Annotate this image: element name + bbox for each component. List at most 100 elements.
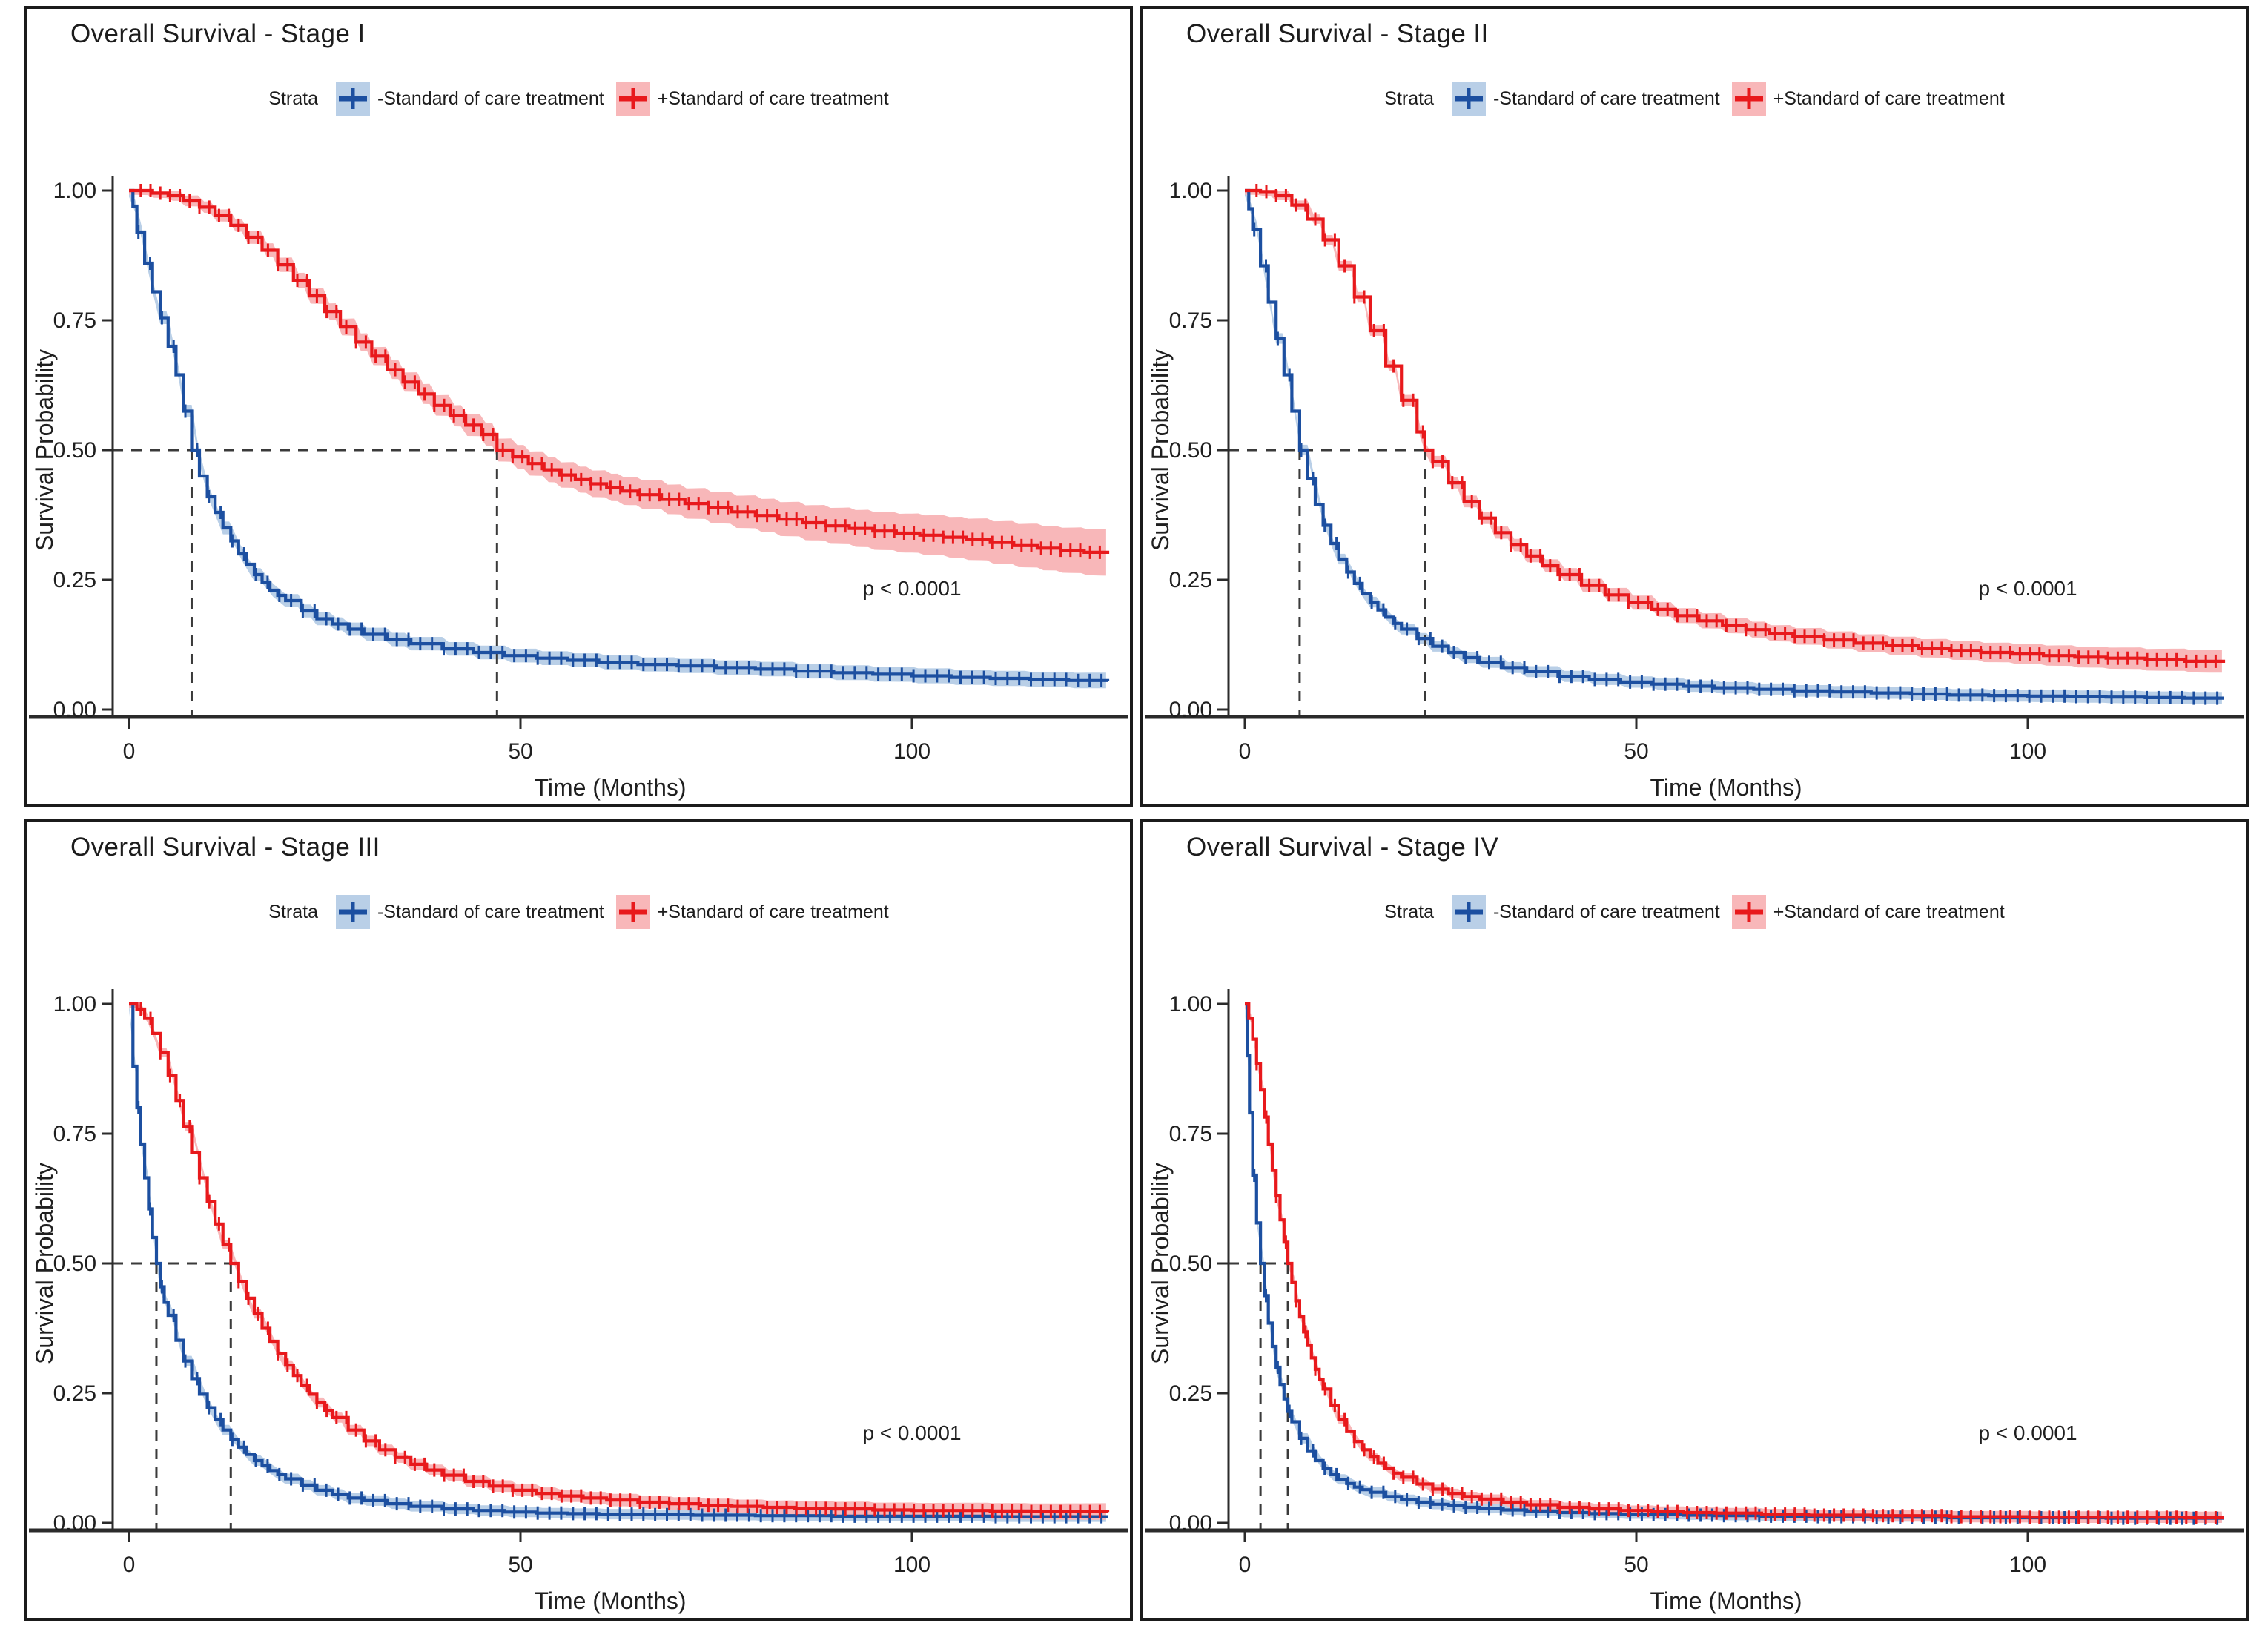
legend: Strata -Standard of care treatment +Stan… bbox=[27, 82, 1130, 116]
p-value-annotation: p < 0.0001 bbox=[1978, 1421, 2077, 1444]
legend: Strata -Standard of care treatment +Stan… bbox=[27, 895, 1130, 929]
blue-confidence-band bbox=[1245, 1004, 2222, 1523]
minus-soc-key-icon bbox=[335, 82, 370, 116]
y-tick-label: 0.75 bbox=[1169, 308, 1212, 333]
x-tick-label: 100 bbox=[893, 1553, 930, 1577]
blue-confidence-band bbox=[129, 191, 1106, 689]
x-tick-label: 0 bbox=[1239, 1553, 1252, 1577]
legend-item-plus-soc: +Standard of care treatment bbox=[1731, 82, 2005, 116]
panel-stage-i: Overall Survival - Stage I Strata -Stand… bbox=[24, 6, 1133, 807]
page-title: Overall Survival - Stage I bbox=[70, 19, 366, 48]
x-axis-label: Time (Months) bbox=[534, 774, 686, 801]
legend: Strata -Standard of care treatment +Stan… bbox=[1143, 82, 2246, 116]
y-axis-label: Survival Probability bbox=[1147, 1163, 1174, 1364]
legend-item-minus-soc: -Standard of care treatment bbox=[1451, 82, 1720, 116]
legend-label-minus-soc: -Standard of care treatment bbox=[1492, 87, 1720, 109]
x-tick-label: 100 bbox=[2009, 739, 2046, 764]
legend-title: Strata bbox=[1384, 901, 1434, 922]
p-value-annotation: p < 0.0001 bbox=[1978, 577, 2077, 600]
legend-item-minus-soc: -Standard of care treatment bbox=[335, 895, 604, 929]
censor-plus-icon-group-blue bbox=[137, 1101, 1103, 1524]
x-tick-label: 50 bbox=[1624, 1553, 1648, 1577]
y-tick-label: 0.75 bbox=[53, 308, 96, 333]
median-guides bbox=[113, 1262, 232, 1529]
y-tick-label: 0.25 bbox=[1169, 568, 1212, 592]
x-tick-label: 50 bbox=[1624, 739, 1648, 764]
panel-stage-iv: Overall Survival - Stage IV Strata -Stan… bbox=[1140, 819, 2249, 1621]
axes: 1.00 0.75 0.50 0.25 0.00 0 50 100 Time (Months) S… bbox=[29, 176, 1128, 801]
x-tick-label: 100 bbox=[893, 739, 930, 764]
p-value-annotation: p < 0.0001 bbox=[862, 577, 961, 600]
x-tick-label: 100 bbox=[2009, 1553, 2046, 1577]
survival-curve-red bbox=[1245, 1002, 2224, 1520]
legend-item-plus-soc: +Standard of care treatment bbox=[615, 82, 889, 116]
panel-stage-ii: Overall Survival - Stage II Strata -Stan… bbox=[1140, 6, 2249, 807]
y-tick-label: 0.50 bbox=[1169, 1252, 1212, 1276]
axes: 1.00 0.75 0.50 0.25 0.00 0 50 100 Time (Months) S… bbox=[1145, 989, 2244, 1614]
legend-item-plus-soc: +Standard of care treatment bbox=[1731, 895, 2005, 929]
panel-stage-iii: Overall Survival - Stage III Strata -Sta… bbox=[24, 819, 1133, 1621]
legend-item-minus-soc: -Standard of care treatment bbox=[1451, 895, 1720, 929]
y-tick-label: 0.25 bbox=[53, 568, 96, 592]
minus-soc-key-icon bbox=[335, 895, 370, 929]
legend-label-plus-soc: +Standard of care treatment bbox=[1773, 87, 2005, 109]
p-value-annotation: p < 0.0001 bbox=[862, 1421, 961, 1444]
median-guides bbox=[113, 449, 498, 715]
y-axis-label: Survival Probability bbox=[1147, 349, 1174, 551]
y-tick-label: 1.00 bbox=[1169, 179, 1212, 203]
y-axis-label: Survival Probability bbox=[31, 349, 58, 551]
censor-plus-icon-group-blue bbox=[137, 225, 1103, 687]
plus-soc-key-icon bbox=[615, 82, 650, 116]
km-plot-stage-iii: 1.00 0.75 0.50 0.25 0.00 0 50 100 Time (Months) S… bbox=[29, 989, 1128, 1614]
legend-label-plus-soc: +Standard of care treatment bbox=[1773, 901, 2005, 922]
median-guides bbox=[1229, 1262, 1289, 1529]
km-plot-stage-iv: 1.00 0.75 0.50 0.25 0.00 0 50 100 Time (Months) S… bbox=[1145, 989, 2244, 1614]
x-tick-label: 0 bbox=[1239, 739, 1252, 764]
x-tick-label: 0 bbox=[123, 739, 136, 764]
legend-title: Strata bbox=[1384, 87, 1434, 109]
axes: 1.00 0.75 0.50 0.25 0.00 0 50 100 Time (Months) S… bbox=[1145, 176, 2244, 801]
plus-soc-key-icon bbox=[1731, 82, 1766, 116]
survival-curve-red bbox=[129, 1002, 1110, 1513]
y-tick-label: 0.25 bbox=[1169, 1381, 1212, 1406]
y-tick-label: 0.50 bbox=[1169, 438, 1212, 463]
survival-curve-red bbox=[129, 188, 1110, 554]
axes: 1.00 0.75 0.50 0.25 0.00 0 50 100 Time (Months) S… bbox=[29, 989, 1128, 1614]
x-axis-label: Time (Months) bbox=[1650, 1587, 1802, 1614]
x-axis-label: Time (Months) bbox=[534, 1587, 686, 1614]
censor-plus-icon-group-red bbox=[139, 1002, 1101, 1518]
y-tick-label: 0.50 bbox=[53, 1252, 96, 1276]
page-title: Overall Survival - Stage II bbox=[1186, 19, 1489, 48]
censor-plus-icon-group-red bbox=[139, 184, 1101, 559]
y-tick-label: 0.25 bbox=[53, 1381, 96, 1406]
x-tick-label: 50 bbox=[508, 739, 532, 764]
survival-curve-blue bbox=[1245, 188, 2224, 700]
censor-plus-icon-group-blue bbox=[1253, 222, 2219, 705]
x-axis-label: Time (Months) bbox=[1650, 774, 1802, 801]
x-tick-label: 50 bbox=[508, 1553, 532, 1577]
y-tick-label: 0.00 bbox=[53, 698, 96, 722]
median-guides bbox=[1229, 449, 1426, 715]
y-tick-label: 1.00 bbox=[53, 179, 96, 203]
page-title: Overall Survival - Stage IV bbox=[1186, 833, 1499, 862]
y-tick-label: 0.00 bbox=[53, 1511, 96, 1536]
minus-soc-key-icon bbox=[1451, 82, 1486, 116]
y-tick-label: 0.00 bbox=[1169, 698, 1212, 722]
y-tick-label: 1.00 bbox=[53, 992, 96, 1017]
y-tick-label: 0.50 bbox=[53, 438, 96, 463]
legend-label-plus-soc: +Standard of care treatment bbox=[657, 87, 889, 109]
y-tick-label: 0.00 bbox=[1169, 1511, 1212, 1536]
minus-soc-key-icon bbox=[1451, 895, 1486, 929]
x-tick-label: 0 bbox=[123, 1553, 136, 1577]
censor-plus-icon-group-red bbox=[1255, 184, 2217, 668]
red-confidence-band bbox=[1245, 1004, 2222, 1523]
survival-curve-blue bbox=[129, 188, 1110, 682]
legend-label-plus-soc: +Standard of care treatment bbox=[657, 901, 889, 922]
red-confidence-band bbox=[1245, 191, 2222, 673]
legend-title: Strata bbox=[268, 901, 318, 922]
red-confidence-band bbox=[129, 191, 1106, 576]
y-tick-label: 0.75 bbox=[53, 1122, 96, 1146]
plus-soc-key-icon bbox=[615, 895, 650, 929]
